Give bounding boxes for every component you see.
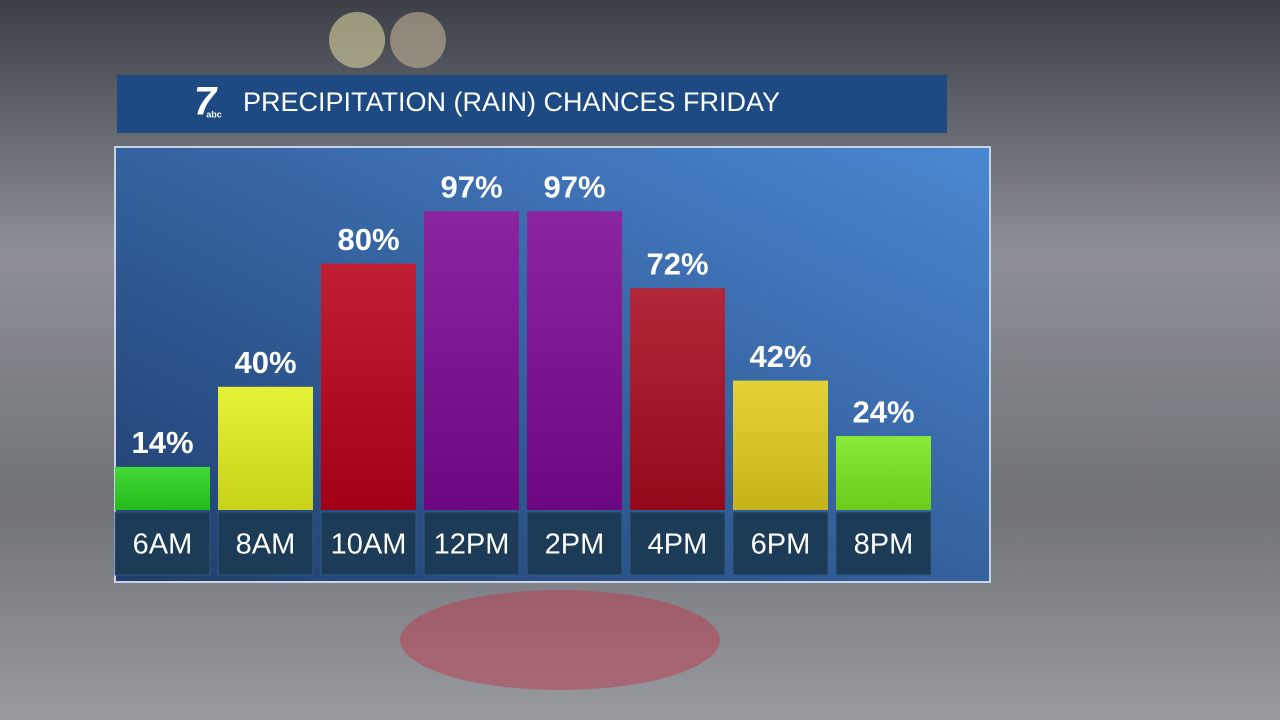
value-label: 42% <box>749 339 811 374</box>
x-tick-label: 8AM <box>236 529 296 561</box>
category-box <box>423 511 520 576</box>
bokeh <box>329 12 385 68</box>
value-label: 40% <box>234 345 296 380</box>
category-box <box>114 511 211 576</box>
bar-shade <box>733 380 828 510</box>
value-label: 97% <box>543 169 605 204</box>
bar-shade <box>527 211 622 511</box>
logo-number: 7 <box>194 80 218 124</box>
category-box <box>732 511 829 576</box>
bokeh <box>400 590 720 690</box>
x-tick-label: 2PM <box>545 529 605 561</box>
bokeh <box>390 12 446 68</box>
value-label: 72% <box>646 246 708 281</box>
category-box <box>320 511 417 576</box>
category-box <box>629 511 726 576</box>
bar-shade <box>321 263 416 510</box>
bar-shade <box>218 386 313 510</box>
x-tick-label: 6PM <box>751 529 811 561</box>
category-box <box>526 511 623 576</box>
x-tick-label: 8PM <box>854 529 914 561</box>
value-label: 14% <box>131 425 193 460</box>
bar-shade <box>115 466 210 510</box>
bar-shade <box>836 436 931 510</box>
category-box <box>835 511 932 576</box>
logo-network: abc <box>206 109 222 119</box>
value-label: 97% <box>440 169 502 204</box>
title-bar <box>117 75 947 133</box>
bar-shade <box>424 211 519 511</box>
value-label: 24% <box>852 394 914 429</box>
x-tick-label: 6AM <box>133 529 193 561</box>
chart-title: PRECIPITATION (RAIN) CHANCES FRIDAY <box>243 87 780 117</box>
x-tick-label: 10AM <box>331 529 407 561</box>
value-label: 80% <box>337 222 399 257</box>
x-tick-label: 12PM <box>434 529 510 561</box>
x-tick-label: 4PM <box>648 529 708 561</box>
bar-shade <box>630 288 725 510</box>
category-box <box>217 511 314 576</box>
